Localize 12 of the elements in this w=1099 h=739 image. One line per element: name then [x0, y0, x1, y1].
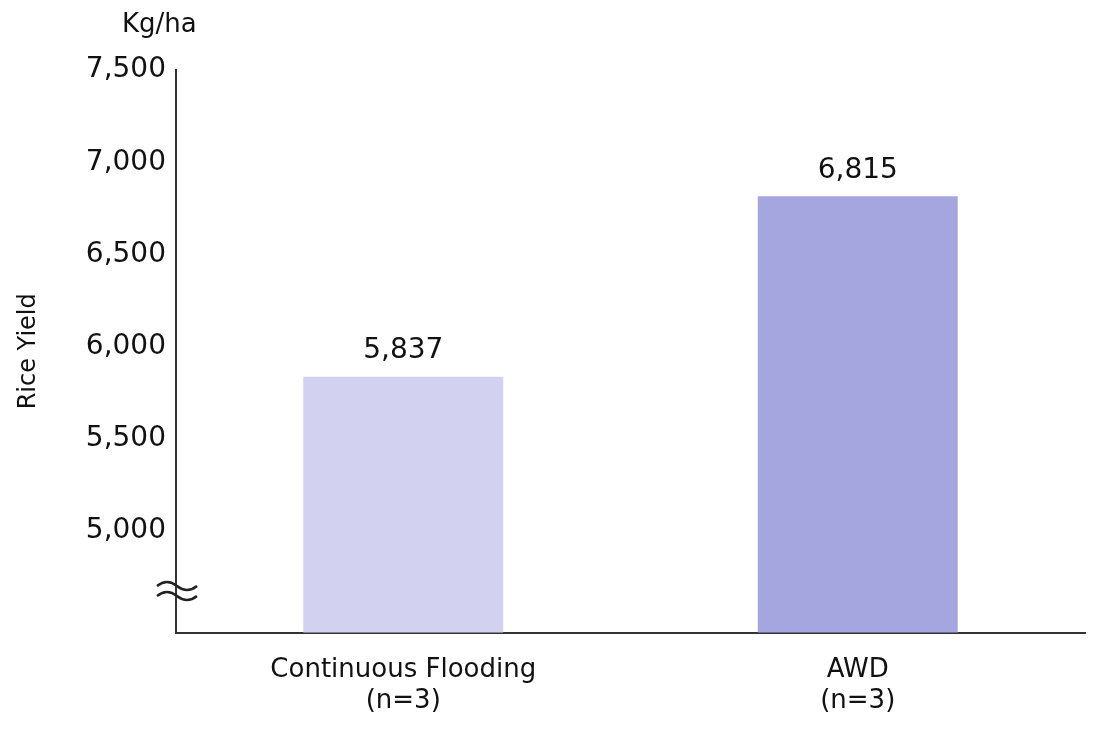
- y-tick-label: 6,500: [85, 235, 166, 269]
- text: Kg/ha: [122, 7, 197, 38]
- y-tick-label: 5,000: [85, 512, 166, 546]
- y-tick-label: 7,500: [85, 51, 166, 85]
- x-tick-label: Continuous Flooding (n=3): [270, 652, 537, 715]
- data-label: 6,815: [817, 151, 898, 185]
- x-tick-label: AWD (n=3): [820, 652, 896, 715]
- y-axis-title: Rice Yield: [12, 293, 41, 410]
- data-label: 5,837: [363, 332, 444, 366]
- y-tick-label: 5,500: [85, 420, 166, 454]
- y-tick-label: 6,000: [85, 327, 166, 361]
- y-tick-label: 7,000: [85, 143, 166, 177]
